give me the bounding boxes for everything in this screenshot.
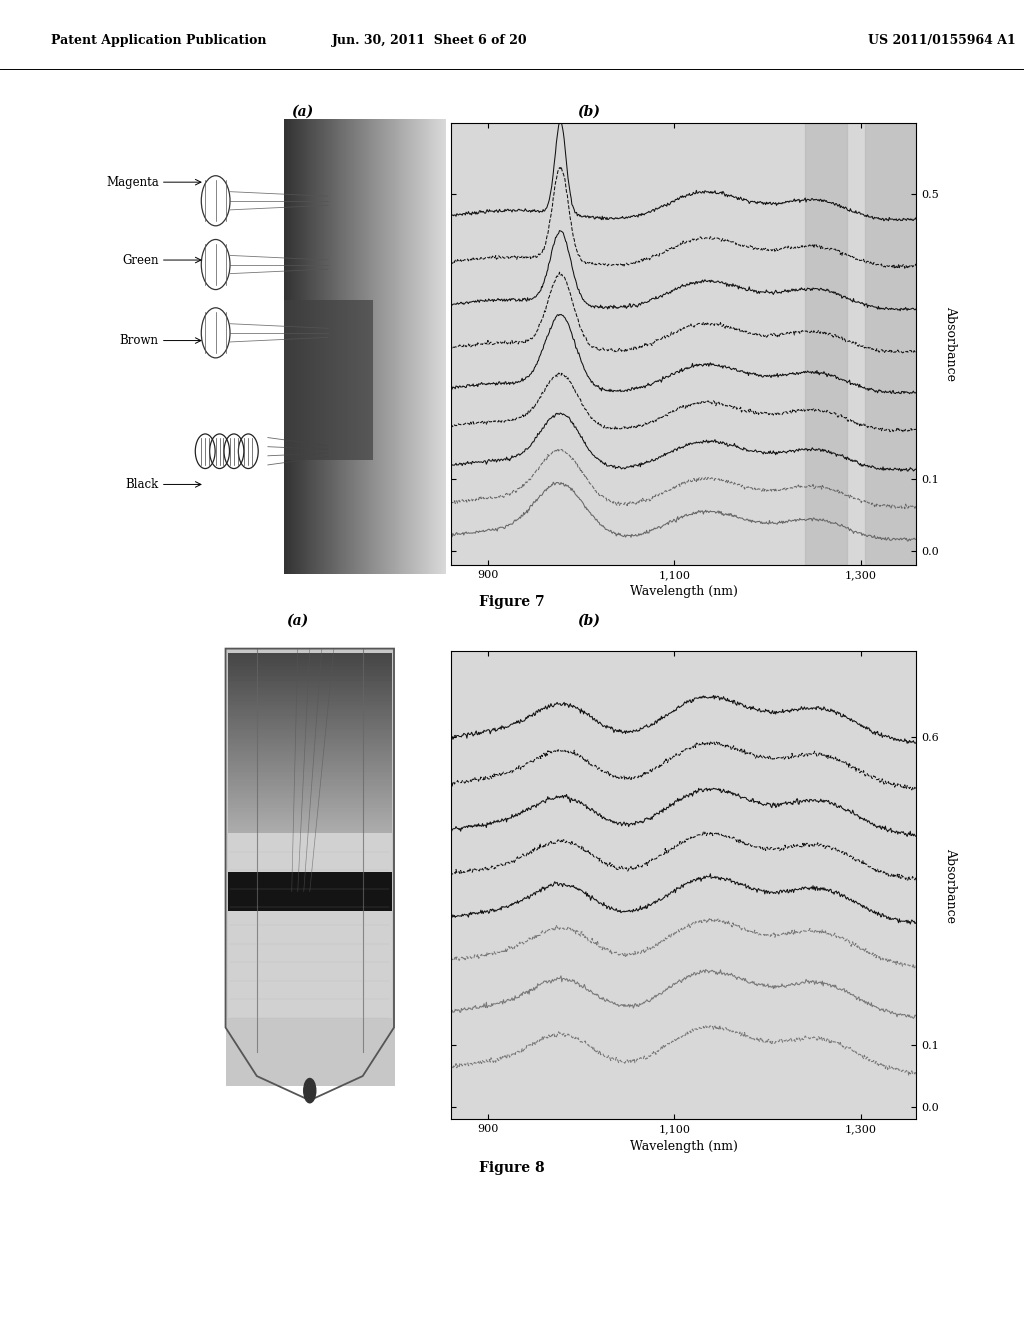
X-axis label: Wavelength (nm): Wavelength (nm) bbox=[630, 1139, 737, 1152]
Text: (a): (a) bbox=[291, 106, 313, 119]
Text: (b): (b) bbox=[578, 106, 600, 119]
Y-axis label: Absorbance: Absorbance bbox=[944, 306, 957, 381]
Text: Figure 7: Figure 7 bbox=[479, 595, 545, 609]
Text: Black: Black bbox=[126, 478, 159, 491]
Y-axis label: Absorbance: Absorbance bbox=[944, 847, 957, 923]
Text: (b): (b) bbox=[578, 614, 600, 627]
Text: Magenta: Magenta bbox=[105, 176, 159, 189]
Circle shape bbox=[304, 1078, 315, 1102]
Text: (a): (a) bbox=[286, 614, 308, 627]
Text: Patent Application Publication: Patent Application Publication bbox=[51, 34, 266, 48]
Text: Jun. 30, 2011  Sheet 6 of 20: Jun. 30, 2011 Sheet 6 of 20 bbox=[332, 34, 528, 48]
X-axis label: Wavelength (nm): Wavelength (nm) bbox=[630, 585, 737, 598]
Text: Figure 8: Figure 8 bbox=[479, 1162, 545, 1175]
Text: Brown: Brown bbox=[120, 334, 159, 347]
Bar bbox=[865, 123, 916, 565]
Text: Green: Green bbox=[122, 253, 159, 267]
Text: US 2011/0155964 A1: US 2011/0155964 A1 bbox=[868, 34, 1016, 48]
Bar bbox=[805, 123, 847, 565]
